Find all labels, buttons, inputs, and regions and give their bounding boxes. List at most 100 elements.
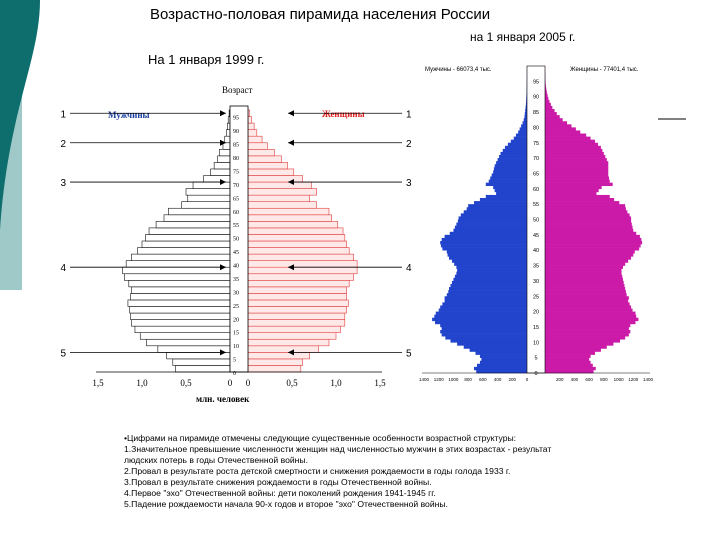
male-bar	[449, 256, 527, 260]
male-bar	[502, 148, 527, 153]
male-bar	[454, 262, 527, 266]
age-tick-label: 25	[533, 294, 539, 300]
marker-arrow-left	[220, 349, 226, 356]
female-bar	[545, 366, 596, 371]
female-bar	[545, 105, 553, 110]
male-bar	[440, 323, 527, 328]
pyramid-2005-chart: Мужчины - 66073,4 тыс. Женщины - 77401,4…	[419, 65, 654, 382]
male-bar	[446, 293, 527, 297]
marker-arrow-right	[288, 264, 294, 271]
female-bar	[545, 133, 587, 137]
marker-arrow-right	[288, 110, 294, 117]
male-bar	[457, 219, 527, 223]
pyramid-1999-chart: Возраст Мужчины Женщины млн. человек 0 5 1…	[60, 85, 412, 404]
male-bar	[448, 290, 527, 294]
age-tick-label: 40	[533, 248, 539, 254]
female-bar	[545, 363, 593, 368]
female-bar	[545, 253, 634, 257]
age-tick-label: 90	[233, 129, 239, 135]
female-bar	[545, 345, 607, 349]
female-bar	[545, 121, 568, 125]
male-bar	[500, 151, 527, 156]
female-bar	[545, 161, 609, 165]
male-bar	[490, 176, 527, 180]
female-bar	[545, 296, 629, 300]
female-bar	[545, 112, 557, 116]
female-bar	[545, 182, 613, 187]
female-bar	[545, 333, 629, 337]
male-bar	[440, 244, 527, 248]
male-bar	[507, 142, 527, 147]
x-tick-label: 1000	[448, 377, 459, 382]
age-tick-label: 35	[533, 264, 539, 270]
male-bar	[485, 182, 527, 187]
male-bar	[526, 99, 527, 104]
marker-arrow-right	[288, 179, 294, 186]
age-tick-label: 15	[233, 331, 239, 337]
x-tick-label: 1,0	[136, 378, 148, 388]
female-bar	[545, 240, 643, 245]
male-bar	[475, 351, 527, 355]
female-bar	[545, 173, 609, 177]
marker-label-left: 1	[60, 109, 66, 120]
marker-arrow-left	[220, 179, 226, 186]
marker-arrow-left	[220, 139, 226, 146]
x-tick-label: 1000	[614, 377, 625, 382]
age-tick-label: 20	[233, 317, 239, 323]
male-bar	[451, 280, 527, 285]
age-tick-label: 15	[533, 325, 539, 331]
male-bar	[441, 333, 527, 337]
male-bar	[474, 201, 527, 205]
x-tick-label: 1,5	[92, 378, 104, 388]
male-bar	[456, 265, 527, 269]
age-tick-label: 80	[233, 156, 239, 162]
male-bar	[449, 231, 527, 236]
note-line: людских потерь в годы Отечественной войн…	[124, 455, 308, 465]
male-bar	[513, 136, 527, 140]
teal-band-top	[0, 0, 14, 80]
male-bar	[456, 222, 527, 226]
x-tick-label: 1400	[419, 377, 430, 382]
age-tick-label: 5	[534, 356, 537, 362]
female-bar	[545, 204, 626, 208]
age-tick-label: 20	[533, 310, 539, 316]
female-bar	[545, 155, 606, 159]
x-tick-label: 200	[556, 377, 564, 382]
pyramid-2005-title: на 1 января 2005 г.	[470, 30, 576, 44]
male-bar	[496, 161, 527, 165]
x-tick-label: 0,5	[286, 378, 298, 388]
age-tick-label: 90	[533, 95, 539, 101]
marker-arrow-right	[288, 139, 294, 146]
male-bar	[435, 320, 527, 325]
male-bar	[524, 112, 527, 116]
male-bar	[432, 317, 527, 322]
pyramid-1999-title: На 1 января 1999 г.	[148, 52, 265, 67]
female-bar	[545, 336, 626, 340]
female-bar	[545, 360, 591, 365]
female-bar	[545, 176, 610, 180]
female-bar	[545, 234, 640, 239]
male-bar	[460, 213, 527, 217]
female-bar	[545, 93, 548, 97]
female-bar	[545, 87, 547, 91]
male-bar	[442, 247, 527, 251]
female-bar	[545, 274, 623, 279]
age-tick-label: 65	[233, 196, 239, 202]
male-bar	[466, 207, 527, 211]
notes-block: •Цифрами на пирамиде отмечены следующие …	[124, 433, 684, 510]
female-bar	[545, 213, 630, 217]
x-axis-title: млн. человек	[196, 394, 250, 404]
female-bar	[545, 311, 636, 315]
marker-label-right: 4	[406, 263, 412, 274]
marker-arrow-right	[288, 349, 294, 356]
age-tick-label: 0	[534, 371, 537, 377]
male-bar	[457, 268, 527, 272]
female-bar	[545, 277, 623, 282]
female-bar	[545, 256, 632, 260]
x-tick-label: 800	[464, 377, 472, 382]
male-bar	[468, 204, 527, 208]
note-line: 5.Падение рождаемости начала 90-х годов …	[124, 499, 448, 509]
male-bar	[451, 259, 527, 263]
male-bar	[497, 158, 527, 162]
male-bar	[493, 167, 527, 171]
